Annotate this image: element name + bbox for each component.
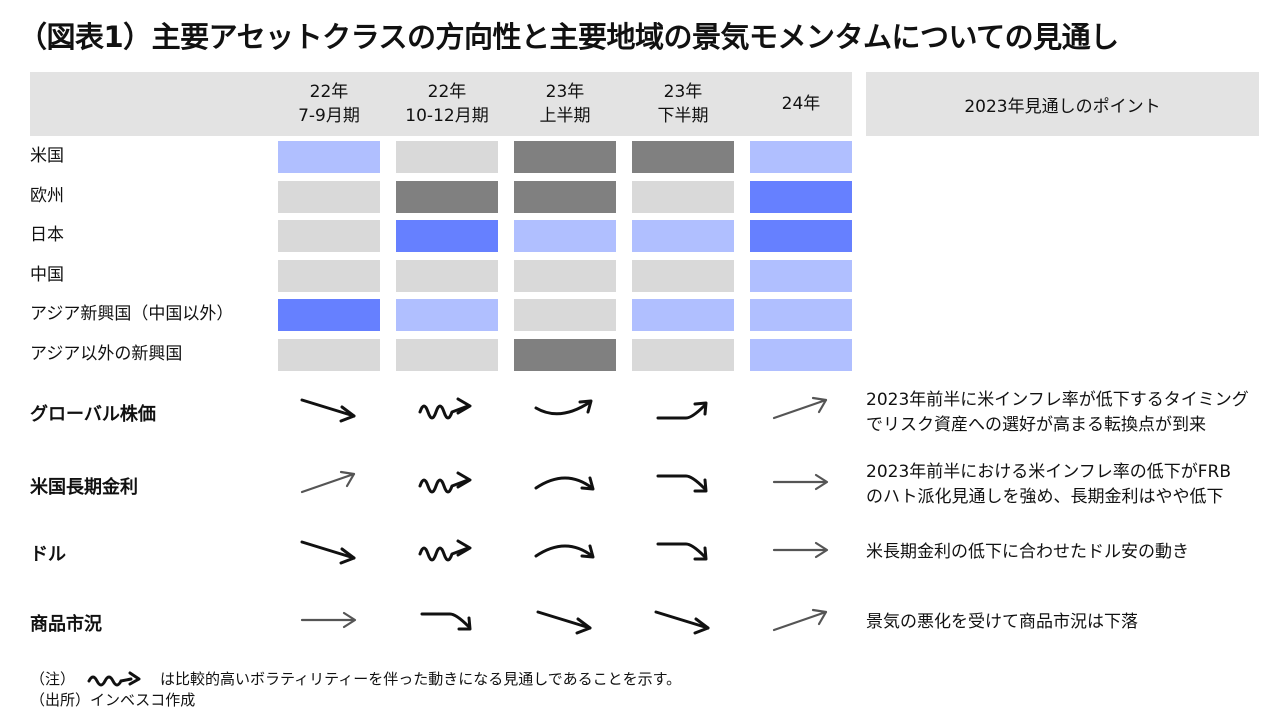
momentum-cell-mild [750, 141, 852, 173]
region-label-us: 米国 [30, 146, 64, 166]
region-label-europe: 欧州 [30, 186, 64, 206]
asset-comment-commodities: 景気の悪化を受けて商品市況は下落 [866, 612, 1138, 632]
flat-arrow-icon [772, 541, 829, 559]
asset-label-us-long-rate: 米国長期金利 [30, 477, 138, 498]
table-header-band [30, 72, 852, 136]
momentum-cell-neutral [632, 260, 734, 292]
momentum-cell-strong [750, 181, 852, 213]
momentum-cell-neutral [514, 260, 616, 292]
curve-up-arrow-icon [534, 399, 593, 416]
flat-arrow-icon [300, 611, 357, 629]
curve-down-arrow-icon [534, 544, 595, 559]
momentum-cell-weak [514, 181, 616, 213]
momentum-cell-neutral [396, 141, 498, 173]
momentum-cell-mild [514, 220, 616, 252]
footnote-text: は比較的高いボラティリティーを伴った動きになる見通しであることを示す。 [160, 670, 682, 688]
down-arrow-icon [300, 398, 356, 423]
momentum-cell-weak [514, 141, 616, 173]
up-arrow-icon [772, 396, 828, 420]
momentum-cell-mild [750, 299, 852, 331]
column-header-23h1: 23年 上半期 [539, 82, 591, 126]
down-arrow-icon [536, 610, 592, 635]
momentum-cell-neutral [396, 260, 498, 292]
momentum-cell-strong [750, 220, 852, 252]
region-label-asia-em: アジア新興国（中国以外） [30, 304, 234, 324]
momentum-cell-neutral [632, 181, 734, 213]
momentum-cell-weak [632, 141, 734, 173]
momentum-cell-weak [514, 339, 616, 371]
flat-arrow-icon [772, 473, 829, 491]
curve-down-arrow-icon [534, 476, 595, 491]
volatile-arrow-icon [418, 539, 472, 562]
momentum-cell-mild [632, 299, 734, 331]
step-down-arrow-icon [656, 474, 708, 493]
volatile-arrow-icon [418, 397, 472, 420]
momentum-cell-neutral [278, 181, 380, 213]
region-label-china: 中国 [30, 265, 64, 285]
down-arrow-icon [654, 610, 710, 635]
asset-comment-global-equity: 2023年前半に米インフレ率が低下するタイミング でリスク資産への選好が高まる転… [866, 390, 1249, 435]
up-arrow-icon [300, 470, 356, 494]
momentum-cell-neutral [632, 339, 734, 371]
column-header-24: 24年 [781, 94, 821, 114]
column-header-22q4: 22年 10-12月期 [405, 82, 489, 126]
footnote: （注） [30, 669, 75, 689]
down-arrow-icon [300, 540, 356, 565]
momentum-cell-mild [632, 220, 734, 252]
momentum-cell-strong [396, 220, 498, 252]
momentum-cell-neutral [396, 339, 498, 371]
region-label-non-asia-em: アジア以外の新興国 [30, 344, 183, 364]
points-header: 2023年見通しのポイント [866, 72, 1259, 136]
momentum-cell-neutral [278, 220, 380, 252]
region-label-japan: 日本 [30, 225, 64, 245]
momentum-cell-neutral [278, 260, 380, 292]
column-header-22q3: 22年 7-9月期 [298, 82, 360, 126]
source-note: （出所）インベスコ作成 [30, 691, 196, 709]
step-down-arrow-icon [420, 612, 472, 631]
momentum-cell-mild [396, 299, 498, 331]
momentum-cell-mild [750, 339, 852, 371]
asset-label-commodities: 商品市況 [30, 614, 102, 635]
step-up-arrow-icon [656, 401, 708, 420]
footnote-prefix: （注） [30, 670, 76, 688]
asset-label-dollar: ドル [30, 544, 66, 565]
momentum-cell-weak [396, 181, 498, 213]
volatile-arrow-icon [418, 471, 472, 494]
up-arrow-icon [772, 608, 828, 632]
momentum-cell-neutral [514, 299, 616, 331]
momentum-cell-mild [278, 141, 380, 173]
step-down-arrow-icon [656, 542, 708, 561]
momentum-cell-mild [750, 260, 852, 292]
volatile-arrow-icon [87, 671, 141, 687]
momentum-cell-strong [278, 299, 380, 331]
asset-comment-us-long-rate: 2023年前半における米インフレ率の低下がFRB のハト派化見通しを強め、長期金… [866, 462, 1232, 507]
asset-comment-dollar: 米長期金利の低下に合わせたドル安の動き [866, 542, 1189, 562]
column-header-23h2: 23年 下半期 [657, 82, 709, 126]
page-title: （図表1）主要アセットクラスの方向性と主要地域の景気モメンタムについての見通し [18, 20, 1119, 54]
asset-label-global-equity: グローバル株価 [30, 404, 156, 425]
momentum-cell-neutral [278, 339, 380, 371]
points-header-label: 2023年見通しのポイント [964, 96, 1161, 117]
